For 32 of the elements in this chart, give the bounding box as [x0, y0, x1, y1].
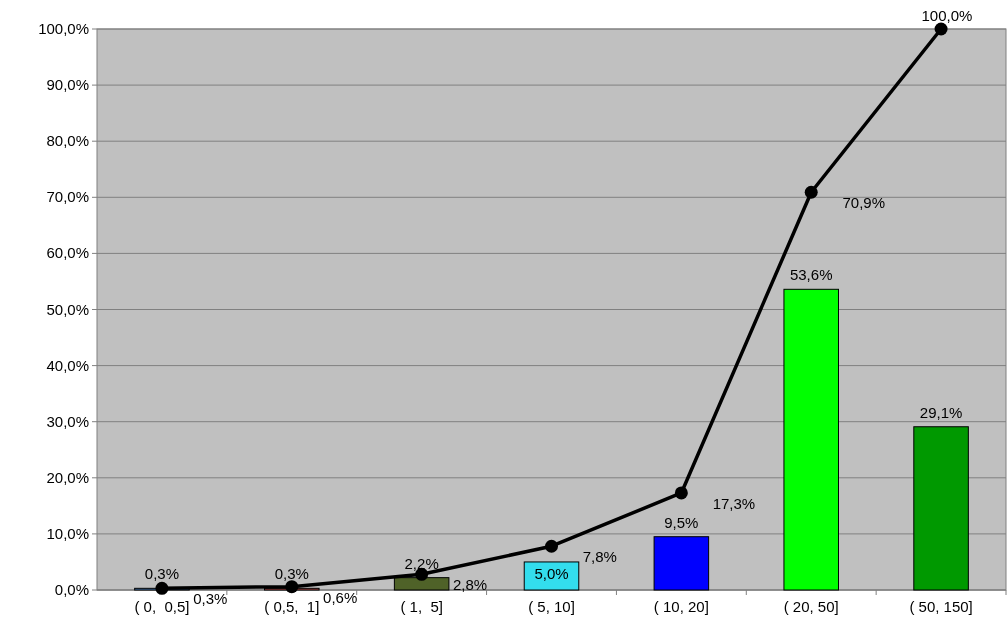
data-label: 29,1%	[919, 403, 963, 421]
y-tick-label: 10,0%	[46, 524, 89, 542]
data-label: 7,8%	[582, 548, 617, 566]
data-label: 100,0%	[921, 7, 973, 24]
x-tick-label: ( 10, 20]	[653, 598, 709, 615]
x-tick-label: ( 20, 50]	[783, 598, 839, 615]
y-tick-label: 100,0%	[38, 20, 89, 37]
data-label: 5,0%	[534, 564, 569, 582]
y-tick-label: 50,0%	[46, 300, 89, 318]
data-label: 70,9%	[842, 194, 886, 212]
data-label: 17,3%	[712, 494, 756, 512]
y-tick-label: 60,0%	[46, 244, 89, 262]
data-label: 9,5%	[664, 513, 699, 531]
y-tick-label: 30,0%	[46, 412, 89, 430]
x-tick-label: ( 0,5, 1]	[264, 598, 320, 615]
x-tick-label: ( 5, 10]	[528, 598, 575, 615]
x-tick-label: ( 50, 150]	[909, 598, 973, 615]
y-tick-label: 80,0%	[46, 132, 89, 150]
y-tick-label: 90,0%	[46, 76, 89, 94]
y-tick-label: 0,0%	[54, 581, 89, 598]
x-tick-label: ( 1, 5]	[400, 598, 443, 615]
y-tick-label: 70,0%	[46, 188, 89, 206]
data-label: 53,6%	[789, 266, 833, 284]
data-label: 0,6%	[323, 588, 358, 606]
data-label: 2,8%	[452, 576, 488, 594]
data-label: 2,2%	[404, 554, 439, 572]
data-label: 0,3%	[193, 590, 228, 608]
x-tick-label: ( 0, 0,5]	[134, 598, 190, 615]
y-tick-label: 20,0%	[46, 468, 89, 486]
y-tick-label: 40,0%	[46, 356, 89, 374]
data-label: 0,3%	[144, 565, 180, 583]
data-label: 0,3%	[274, 565, 309, 583]
